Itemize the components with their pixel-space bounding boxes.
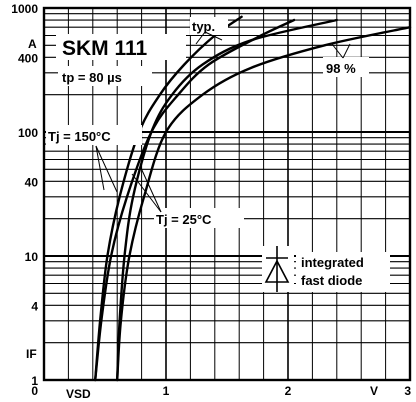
tj-low-backing [154, 208, 244, 228]
percent-label: 98 % [326, 61, 356, 76]
diode-label-line1: integrated [301, 255, 364, 270]
x-tick-label: 0 [31, 384, 38, 398]
x-tick-label: 3 [404, 384, 411, 398]
diode-backing [296, 252, 390, 292]
y-tick-label: 1 [31, 374, 38, 388]
tj150-leader-2 [95, 145, 105, 191]
typ-leader-1 [195, 31, 206, 45]
y-tick-label: 1000 [11, 2, 38, 16]
typ-backing [190, 17, 228, 35]
typical-label: typ. [192, 19, 215, 34]
tj25-leader-2 [131, 173, 162, 213]
tj-25-label: Tj = 25°C [156, 212, 212, 227]
tj-150-label: Tj = 150°C [48, 129, 111, 144]
y-unit-label: A [28, 37, 37, 51]
curve-3 [116, 18, 338, 382]
y-axis-label: IF [26, 347, 37, 361]
x-unit-label: V [370, 384, 378, 398]
y-tick-label: 40 [25, 175, 39, 189]
x-tick-label: 1 [163, 384, 170, 398]
leader-lines [95, 31, 351, 213]
x-axis-label: VSD [66, 387, 91, 401]
title-backing [56, 34, 186, 60]
diode-label-line2: fast diode [301, 273, 362, 288]
pulse-width-label: tp = 80 µs [62, 70, 122, 85]
diode-symbol-icon [262, 246, 294, 292]
x-tick-label: 2 [285, 384, 292, 398]
y-tick-label: 10 [25, 250, 39, 264]
tj25-leader-1 [140, 167, 162, 213]
percent-backing [323, 57, 369, 77]
typ-leader-2 [204, 31, 223, 41]
y-tick-label: 400 [18, 51, 38, 65]
plot-frame [42, 6, 412, 382]
percent-leader-1 [331, 43, 344, 59]
percent-leader-2 [342, 43, 351, 59]
tj150-leader-1 [95, 145, 118, 193]
plot-border [42, 6, 412, 382]
chart-title: SKM 111 [62, 37, 148, 60]
y-tick-label: 4 [31, 299, 38, 313]
curve-4 [116, 26, 412, 382]
pulse-backing [58, 66, 152, 86]
y-tick-label: 100 [18, 126, 38, 140]
tj-high-backing [46, 125, 142, 145]
